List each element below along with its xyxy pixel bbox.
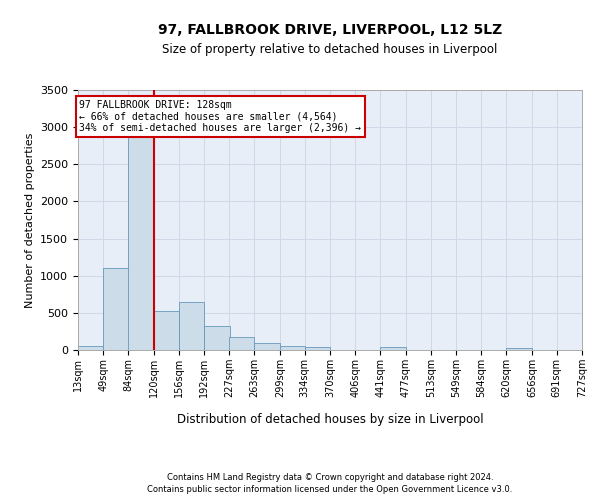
Y-axis label: Number of detached properties: Number of detached properties: [25, 132, 35, 308]
Bar: [78, 346, 103, 350]
Bar: [229, 338, 254, 350]
Bar: [280, 346, 305, 350]
Text: 97, FALLBROOK DRIVE, LIVERPOOL, L12 5LZ: 97, FALLBROOK DRIVE, LIVERPOOL, L12 5LZ: [158, 22, 502, 36]
Bar: [305, 347, 330, 350]
Bar: [506, 348, 532, 350]
Bar: [254, 344, 280, 350]
Bar: [179, 302, 205, 350]
Bar: [205, 326, 230, 350]
Text: Contains public sector information licensed under the Open Government Licence v3: Contains public sector information licen…: [148, 485, 512, 494]
Text: 97 FALLBROOK DRIVE: 128sqm
← 66% of detached houses are smaller (4,564)
34% of s: 97 FALLBROOK DRIVE: 128sqm ← 66% of deta…: [79, 100, 361, 133]
Bar: [103, 268, 129, 350]
Text: Distribution of detached houses by size in Liverpool: Distribution of detached houses by size …: [176, 412, 484, 426]
Text: Size of property relative to detached houses in Liverpool: Size of property relative to detached ho…: [163, 42, 497, 56]
Bar: [154, 312, 179, 350]
Bar: [380, 348, 406, 350]
Bar: [128, 127, 154, 350]
Text: Contains HM Land Registry data © Crown copyright and database right 2024.: Contains HM Land Registry data © Crown c…: [167, 472, 493, 482]
